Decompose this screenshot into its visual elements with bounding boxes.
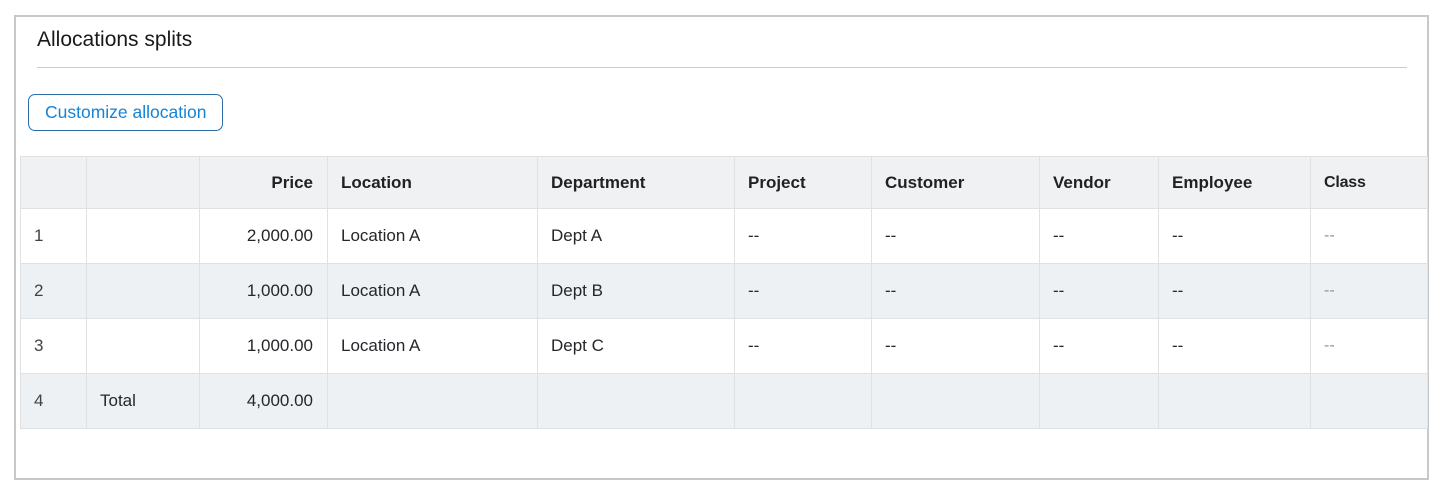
department-cell	[537, 373, 735, 429]
class-cell	[1310, 373, 1428, 429]
department-cell: Dept B	[537, 263, 735, 319]
class-cell: --	[1310, 318, 1428, 374]
column-header-department: Department	[537, 156, 735, 209]
location-cell: Location A	[327, 263, 538, 319]
customer-cell: --	[871, 318, 1040, 374]
column-header-location: Location	[327, 156, 538, 209]
table-row: 3 1,000.00 Location A Dept C -- -- -- --…	[20, 318, 1428, 374]
column-header-vendor: Vendor	[1039, 156, 1159, 209]
employee-cell: --	[1158, 208, 1311, 264]
project-cell: --	[734, 208, 872, 264]
project-cell: --	[734, 263, 872, 319]
row-label-cell	[86, 208, 200, 264]
vendor-cell	[1039, 373, 1159, 429]
location-cell: Location A	[327, 318, 538, 374]
allocations-panel: Allocations splits Customize allocation …	[14, 15, 1429, 480]
column-header-customer: Customer	[871, 156, 1040, 209]
row-number-cell: 1	[20, 208, 87, 264]
price-cell: 1,000.00	[199, 318, 328, 374]
customer-cell	[871, 373, 1040, 429]
row-number-cell: 2	[20, 263, 87, 319]
table-header-row: Price Location Department Project Custom…	[20, 156, 1428, 209]
column-header-label	[86, 156, 200, 209]
customize-allocation-button[interactable]: Customize allocation	[28, 94, 224, 131]
total-row: 4 Total 4,000.00	[20, 373, 1428, 429]
location-cell	[327, 373, 538, 429]
total-price-cell: 4,000.00	[199, 373, 328, 429]
department-cell: Dept A	[537, 208, 735, 264]
panel-title: Allocations splits	[37, 28, 193, 51]
toolbar: Customize allocation	[28, 94, 1427, 131]
employee-cell: --	[1158, 263, 1311, 319]
location-cell: Location A	[327, 208, 538, 264]
vendor-cell: --	[1039, 263, 1159, 319]
customer-cell: --	[871, 208, 1040, 264]
employee-cell: --	[1158, 318, 1311, 374]
allocations-table: Price Location Department Project Custom…	[20, 156, 1428, 429]
row-number-cell: 4	[20, 373, 87, 429]
column-header-project: Project	[734, 156, 872, 209]
vendor-cell: --	[1039, 318, 1159, 374]
column-header-price: Price	[199, 156, 328, 209]
project-cell: --	[734, 318, 872, 374]
class-cell: --	[1310, 208, 1428, 264]
row-number-cell: 3	[20, 318, 87, 374]
customer-cell: --	[871, 263, 1040, 319]
header-divider	[37, 67, 1407, 68]
row-label-cell	[86, 318, 200, 374]
price-cell: 2,000.00	[199, 208, 328, 264]
column-header-rownum	[20, 156, 87, 209]
column-header-class: Class	[1310, 156, 1428, 209]
vendor-cell: --	[1039, 208, 1159, 264]
table-row: 2 1,000.00 Location A Dept B -- -- -- --…	[20, 263, 1428, 319]
employee-cell	[1158, 373, 1311, 429]
department-cell: Dept C	[537, 318, 735, 374]
column-header-employee: Employee	[1158, 156, 1311, 209]
project-cell	[734, 373, 872, 429]
row-label-cell	[86, 263, 200, 319]
price-cell: 1,000.00	[199, 263, 328, 319]
class-cell: --	[1310, 263, 1428, 319]
table-row: 1 2,000.00 Location A Dept A -- -- -- --…	[20, 208, 1428, 264]
total-label-cell: Total	[86, 373, 200, 429]
